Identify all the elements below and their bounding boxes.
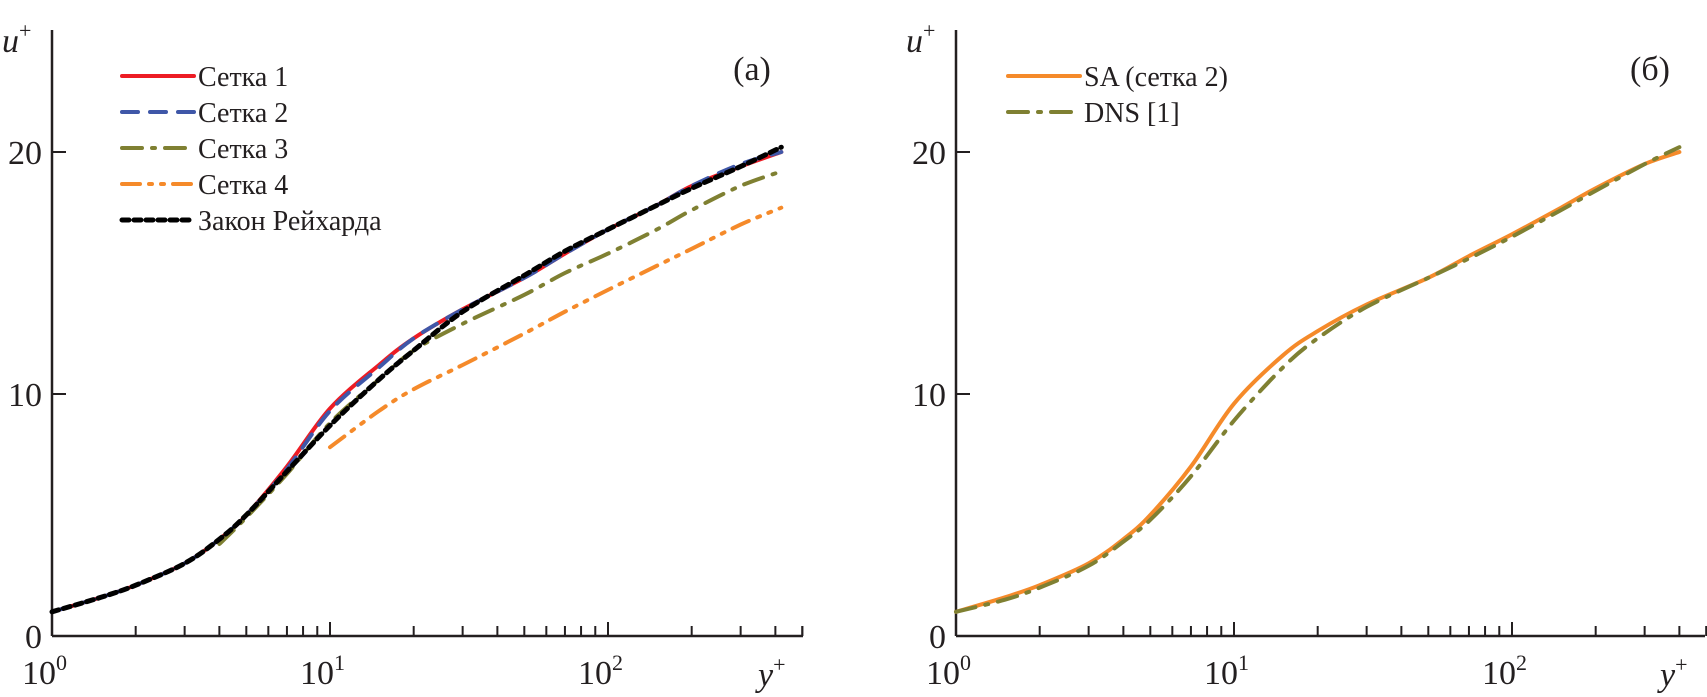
y-axis-title: u+ [2,18,31,60]
legend-label: Сетка 3 [198,134,288,165]
x-tick-label: 101 [1204,650,1249,692]
x-axis-title: y+ [755,652,786,694]
legend-label: Закон Рейхарда [198,206,382,237]
y-axis-title: u+ [906,18,935,60]
panel-label: (а) [733,51,771,88]
legend-label: Сетка 4 [198,170,288,201]
legend-label: DNS [1] [1084,98,1180,129]
x-tick-label: 100 [22,650,67,692]
panel-label: (б) [1630,51,1670,88]
y-tick-label: 0 [929,619,946,656]
y-tick-label: 10 [8,377,42,414]
legend-label: Сетка 1 [198,62,288,93]
series-line-4 [328,205,784,450]
x-tick-label: 102 [578,650,623,692]
y-tick-label: 20 [8,135,42,172]
y-tick-label: 10 [912,377,946,414]
series-line-1 [954,150,1682,614]
series-line-2 [954,145,1682,614]
legend-label: SA (сетка 2) [1084,62,1228,93]
x-tick-label: 102 [1482,650,1527,692]
x-axis-title: y+ [1657,652,1688,694]
x-tick-label: 101 [300,650,345,692]
series-line-5 [49,144,784,615]
legend-label: Сетка 2 [198,98,288,129]
y-tick-label: 0 [25,619,42,656]
x-tick-label: 100 [926,650,971,692]
y-tick-label: 20 [912,135,946,172]
